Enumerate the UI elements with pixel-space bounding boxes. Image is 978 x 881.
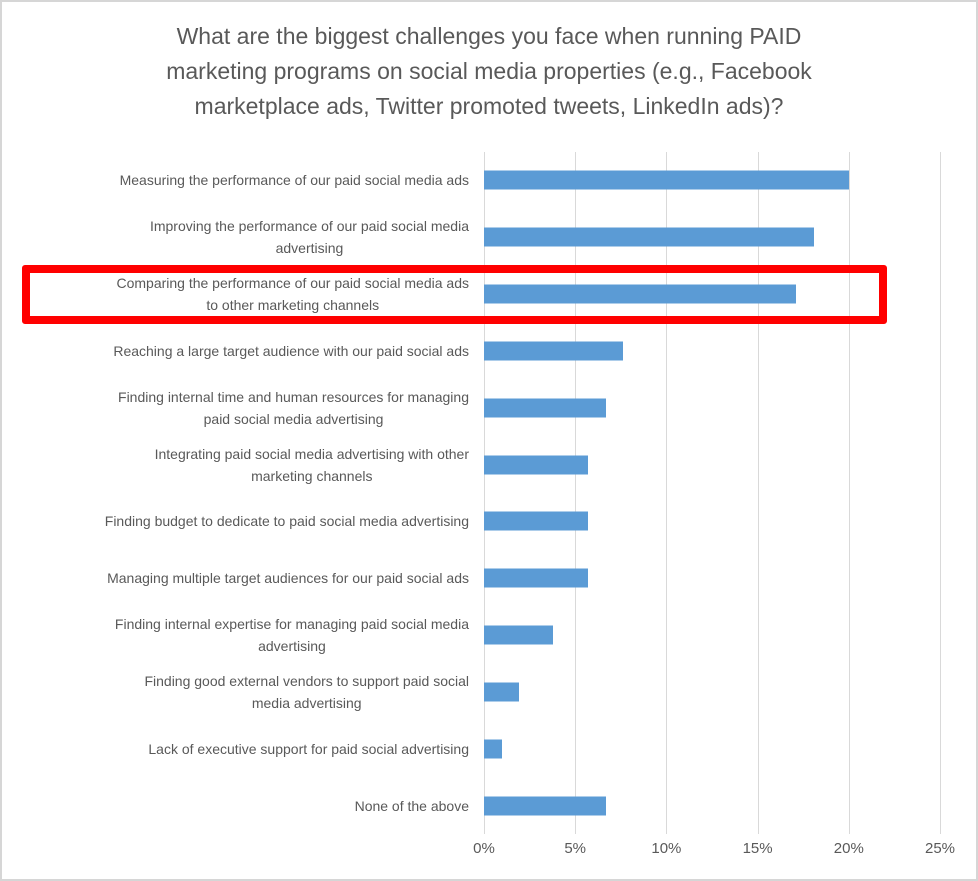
category-label: Measuring the performance of our paid so… [119,172,469,189]
category-label: Finding budget to dedicate to paid socia… [104,513,469,530]
bar-track [484,152,940,209]
category-label-cell: Finding budget to dedicate to paid socia… [2,510,484,532]
category-label-cell: Managing multiple target audiences for o… [2,567,484,589]
chart-row: None of the above [2,777,976,834]
category-label: Finding internal expertise for managing … [114,616,469,655]
bar-track [484,663,940,720]
chart-row: Reaching a large target audience with ou… [2,322,976,379]
bar [484,455,588,475]
category-label: Managing multiple target audiences for o… [107,570,469,587]
bar [484,398,607,418]
chart-row: Comparing the performance of our paid so… [2,266,976,323]
chart-title: What are the biggest challenges you face… [166,23,812,119]
x-axis-tick: 25% [924,840,956,857]
gridline [848,152,850,834]
bar-track [484,209,940,266]
gridlines [484,152,941,834]
x-axis: 0% 5% 10% 15% 20% 25% [473,840,955,864]
bar [484,796,607,816]
category-label-cell: Reaching a large target audience with ou… [2,340,484,362]
category-label: Finding good external vendors to support… [144,672,469,711]
plot-area: Measuring the performance of our paid so… [2,152,976,834]
bar [484,568,588,588]
x-axis-tick: 20% [833,840,864,857]
chart-row: Integrating paid social media advertisin… [2,436,976,493]
x-axis-tick: 15% [742,840,773,857]
category-label-cell: Measuring the performance of our paid so… [2,169,484,191]
category-label-cell: Finding good external vendors to support… [2,670,484,714]
bar [484,284,796,304]
bar-track [484,322,940,379]
category-label: Comparing the performance of our paid so… [116,275,469,314]
category-label-cell: Lack of executive support for paid socia… [2,738,484,760]
category-label-cell: Finding internal time and human resource… [2,386,484,430]
chart-row: Lack of executive support for paid socia… [2,720,976,777]
category-label: None of the above [354,797,469,814]
category-label-cell: Finding internal expertise for managing … [2,613,484,657]
bar [484,341,623,361]
x-axis-tick: 5% [564,840,587,857]
chart-row: Managing multiple target audiences for o… [2,550,976,607]
bar-track [484,493,940,550]
bar-track [484,379,940,436]
bar [484,511,588,531]
x-axis-tick: 0% [473,840,495,857]
chart-row: Improving the performance of our paid so… [2,209,976,266]
bar-track [484,607,940,664]
category-label: Reaching a large target audience with ou… [113,342,469,359]
category-label: Lack of executive support for paid socia… [148,740,469,757]
category-label: Improving the performance of our paid so… [149,218,469,257]
bar-track [484,266,940,323]
x-axis-tick: 10% [651,840,682,857]
bar-track [484,777,940,834]
category-label-cell: None of the above [2,795,484,817]
category-label-cell: Improving the performance of our paid so… [2,215,484,259]
bar [484,625,554,645]
gridline [757,152,759,834]
bar [484,739,503,759]
bar-track [484,436,940,493]
chart-row: Finding budget to dedicate to paid socia… [2,493,976,550]
chart-row: Measuring the performance of our paid so… [2,152,976,209]
chart-row: Finding internal time and human resource… [2,379,976,436]
gridline [484,152,485,834]
chart-row: Finding internal expertise for managing … [2,607,976,664]
bar [484,170,849,190]
category-label: Finding internal time and human resource… [118,388,469,427]
bar [484,682,519,702]
category-label-cell: Integrating paid social media advertisin… [2,443,484,487]
category-label: Integrating paid social media advertisin… [154,445,469,484]
chart-row: Finding good external vendors to support… [2,663,976,720]
category-label-cell: Comparing the performance of our paid so… [2,272,484,316]
gridline [940,152,941,834]
gridline [666,152,668,834]
bar [484,227,815,247]
gridline [575,152,577,834]
bar-track [484,550,940,607]
bar-track [484,720,940,777]
